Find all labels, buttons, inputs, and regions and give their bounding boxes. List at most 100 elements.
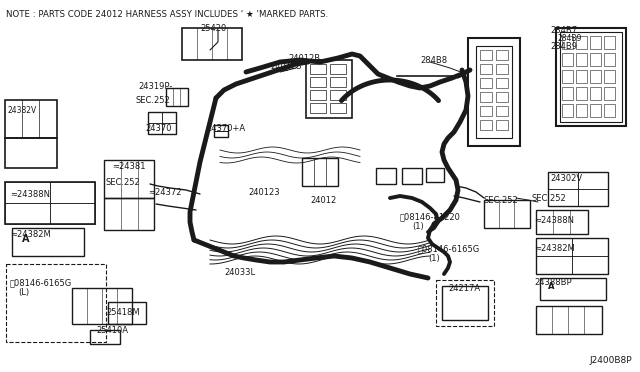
Bar xyxy=(182,28,242,60)
Bar xyxy=(480,64,492,74)
Bar xyxy=(162,123,176,134)
Bar xyxy=(306,60,352,118)
Text: 24319P-: 24319P- xyxy=(138,82,172,91)
Bar xyxy=(578,189,608,206)
Text: SEC.252: SEC.252 xyxy=(532,194,567,203)
Bar xyxy=(50,182,95,203)
Bar xyxy=(496,92,508,102)
Bar xyxy=(104,160,154,198)
Bar xyxy=(604,87,615,100)
Bar xyxy=(330,103,346,113)
Text: 284B9: 284B9 xyxy=(558,34,582,43)
Text: 240123: 240123 xyxy=(248,188,280,197)
Bar xyxy=(214,125,228,137)
Bar xyxy=(576,87,587,100)
Bar xyxy=(108,302,146,324)
Text: 24012: 24012 xyxy=(310,196,336,205)
Bar xyxy=(548,172,608,206)
Bar xyxy=(548,172,578,189)
Bar xyxy=(590,104,601,117)
Bar xyxy=(562,104,573,117)
Bar xyxy=(576,53,587,66)
Bar xyxy=(562,70,573,83)
Bar xyxy=(576,104,587,117)
Bar xyxy=(50,203,95,224)
Text: 25410A: 25410A xyxy=(96,326,128,335)
Text: SEC.252: SEC.252 xyxy=(136,96,171,105)
Bar xyxy=(496,64,508,74)
Bar xyxy=(148,123,162,134)
Bar xyxy=(310,77,326,87)
Bar xyxy=(330,77,346,87)
Bar xyxy=(496,120,508,130)
Bar xyxy=(480,92,492,102)
Bar xyxy=(536,210,588,234)
Text: 24033L: 24033L xyxy=(224,268,255,277)
Bar xyxy=(572,238,608,256)
Bar xyxy=(536,238,572,256)
Bar xyxy=(442,286,488,320)
Bar xyxy=(480,78,492,88)
Text: Ⓓ08146-81220: Ⓓ08146-81220 xyxy=(400,212,461,221)
Text: 240123: 240123 xyxy=(270,62,301,71)
Text: 24370: 24370 xyxy=(145,124,172,133)
Bar xyxy=(562,87,573,100)
Bar xyxy=(5,203,50,224)
Bar xyxy=(556,28,626,126)
Bar xyxy=(166,88,188,106)
Bar xyxy=(572,256,608,274)
Bar xyxy=(90,330,120,344)
Bar xyxy=(310,64,326,74)
Bar xyxy=(484,200,530,228)
Text: A: A xyxy=(22,234,29,244)
Bar xyxy=(496,78,508,88)
Text: ≂24372: ≂24372 xyxy=(148,188,182,197)
Bar xyxy=(104,198,154,230)
Bar xyxy=(562,53,573,66)
Bar xyxy=(72,288,132,324)
Bar xyxy=(376,168,396,184)
Bar xyxy=(426,168,444,182)
Bar xyxy=(148,112,176,134)
Bar xyxy=(480,50,492,60)
Bar xyxy=(310,90,326,100)
Text: 25418M: 25418M xyxy=(106,308,140,317)
Bar xyxy=(548,189,578,206)
Text: 25420: 25420 xyxy=(200,24,227,33)
Bar xyxy=(590,70,601,83)
Text: (1): (1) xyxy=(428,254,440,263)
Text: 24382V: 24382V xyxy=(8,106,37,115)
Bar xyxy=(536,256,572,274)
Text: 284B7: 284B7 xyxy=(550,26,577,35)
Bar xyxy=(576,36,587,49)
Bar xyxy=(302,158,338,186)
Bar xyxy=(496,50,508,60)
Bar xyxy=(162,112,176,123)
Bar xyxy=(496,106,508,116)
Text: (L): (L) xyxy=(18,288,29,297)
Text: 284B9: 284B9 xyxy=(550,42,577,51)
Bar xyxy=(578,172,608,189)
Text: 24217A: 24217A xyxy=(448,284,480,293)
Text: ≂24388N: ≂24388N xyxy=(534,216,574,225)
Text: ≂24382M: ≂24382M xyxy=(10,230,51,239)
Bar xyxy=(576,70,587,83)
Bar xyxy=(604,36,615,49)
Bar xyxy=(590,53,601,66)
Text: SEC.252: SEC.252 xyxy=(106,178,141,187)
Bar xyxy=(476,46,512,138)
Text: 24388BP: 24388BP xyxy=(534,278,572,287)
Bar xyxy=(5,182,50,203)
Bar xyxy=(310,103,326,113)
Text: A: A xyxy=(548,282,554,291)
Text: ≂24381: ≂24381 xyxy=(112,162,145,171)
Bar xyxy=(330,90,346,100)
Text: Ⓓ08146-6165G: Ⓓ08146-6165G xyxy=(10,278,72,287)
Bar xyxy=(590,87,601,100)
Bar xyxy=(536,306,602,334)
Text: 24012B: 24012B xyxy=(288,54,320,63)
Bar xyxy=(560,32,622,122)
Bar xyxy=(468,38,520,146)
Bar xyxy=(5,182,95,224)
Text: NOTE : PARTS CODE 24012 HARNESS ASSY INCLUDES ' ★ 'MARKED PARTS.: NOTE : PARTS CODE 24012 HARNESS ASSY INC… xyxy=(6,10,328,19)
